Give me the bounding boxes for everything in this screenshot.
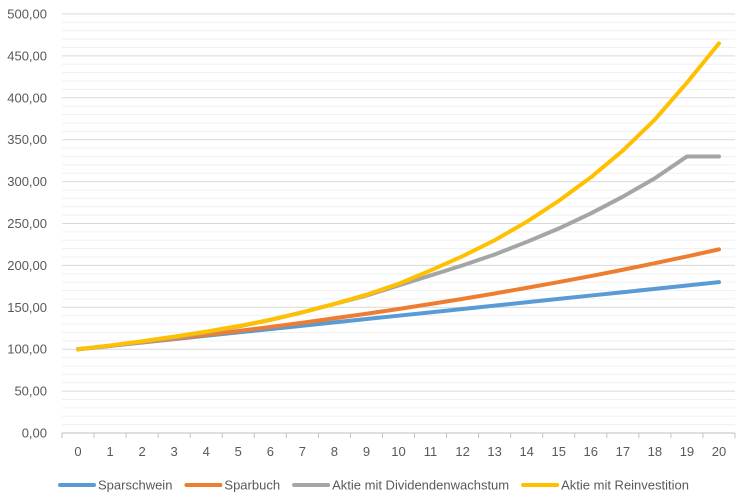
x-tick-label: 11: [424, 444, 438, 459]
legend-item: Sparbuch: [184, 478, 280, 493]
x-tick-label: 17: [616, 444, 630, 459]
y-tick-label: 250,00: [7, 216, 47, 231]
legend-label: Aktie mit Reinvestition: [561, 478, 689, 493]
y-tick-label: 100,00: [7, 342, 47, 357]
x-tick-label: 18: [648, 444, 662, 459]
y-tick-label: 50,00: [14, 384, 47, 399]
legend-item: Aktie mit Reinvestition: [521, 478, 689, 493]
x-tick-label: 8: [331, 444, 338, 459]
y-tick-label: 450,00: [7, 48, 47, 63]
x-tick-label: 4: [203, 444, 210, 459]
legend: Sparschwein Sparbuch Aktie mit Dividendenw…: [58, 478, 689, 493]
y-tick-label: 300,00: [7, 174, 47, 189]
x-tick-label: 2: [139, 444, 146, 459]
legend-label: Sparschwein: [98, 478, 172, 493]
x-tick-label: 10: [391, 444, 405, 459]
legend-label: Aktie mit Dividendenwachstum: [332, 478, 509, 493]
y-tick-label: 0,00: [22, 426, 47, 441]
x-tick-label: 16: [584, 444, 598, 459]
legend-item: Aktie mit Dividendenwachstum: [292, 478, 509, 493]
x-tick-label: 1: [106, 444, 113, 459]
y-tick-label: 350,00: [7, 132, 47, 147]
x-tick-label: 12: [455, 444, 469, 459]
x-tick-label: 14: [519, 444, 533, 459]
x-tick-label: 3: [171, 444, 178, 459]
axis-layer: 0,00 50,00 100,00 150,00 200,00 250,00 300,00 3…: [7, 7, 736, 459]
series-layer: [76, 41, 721, 352]
x-tick-label: 5: [235, 444, 242, 459]
y-tick-label: 200,00: [7, 258, 47, 273]
series-line-aktie-mit-reinvestition: [76, 41, 721, 352]
y-tick-label: 400,00: [7, 90, 47, 105]
x-tick-label: 20: [712, 444, 726, 459]
x-tick-label: 9: [363, 444, 370, 459]
grid-layer: [62, 13, 735, 434]
series-line-aktie-mit-dividendenwachstum: [76, 154, 721, 352]
x-tick-label: 6: [267, 444, 274, 459]
x-tick-label: 19: [680, 444, 694, 459]
legend-label: Sparbuch: [224, 478, 280, 493]
legend-item: Sparschwein: [58, 478, 172, 493]
x-tick-label: 15: [552, 444, 566, 459]
y-tick-label: 500,00: [7, 7, 47, 22]
x-tick-label: 7: [299, 444, 306, 459]
x-tick-label: 13: [487, 444, 501, 459]
x-tick-label: 0: [74, 444, 81, 459]
y-tick-label: 150,00: [7, 300, 47, 315]
